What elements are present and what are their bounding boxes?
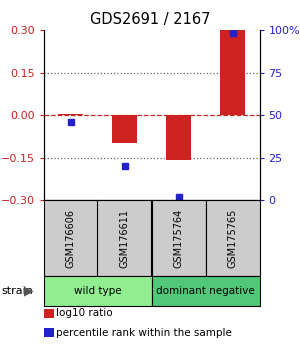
Text: GSM176606: GSM176606: [65, 209, 76, 268]
Bar: [220, 30, 245, 115]
Text: GSM176611: GSM176611: [119, 209, 130, 268]
Text: GDS2691 / 2167: GDS2691 / 2167: [90, 12, 210, 27]
Text: percentile rank within the sample: percentile rank within the sample: [56, 328, 231, 338]
Text: GSM175765: GSM175765: [227, 209, 238, 268]
Bar: [112, 115, 137, 143]
Text: dominant negative: dominant negative: [156, 286, 255, 296]
Bar: [167, 115, 191, 160]
Text: log10 ratio: log10 ratio: [56, 308, 112, 318]
Text: wild type: wild type: [74, 286, 121, 296]
Bar: [58, 114, 83, 115]
Text: strain: strain: [2, 286, 33, 296]
Text: GSM175764: GSM175764: [173, 209, 184, 268]
Text: ▶: ▶: [24, 285, 33, 298]
